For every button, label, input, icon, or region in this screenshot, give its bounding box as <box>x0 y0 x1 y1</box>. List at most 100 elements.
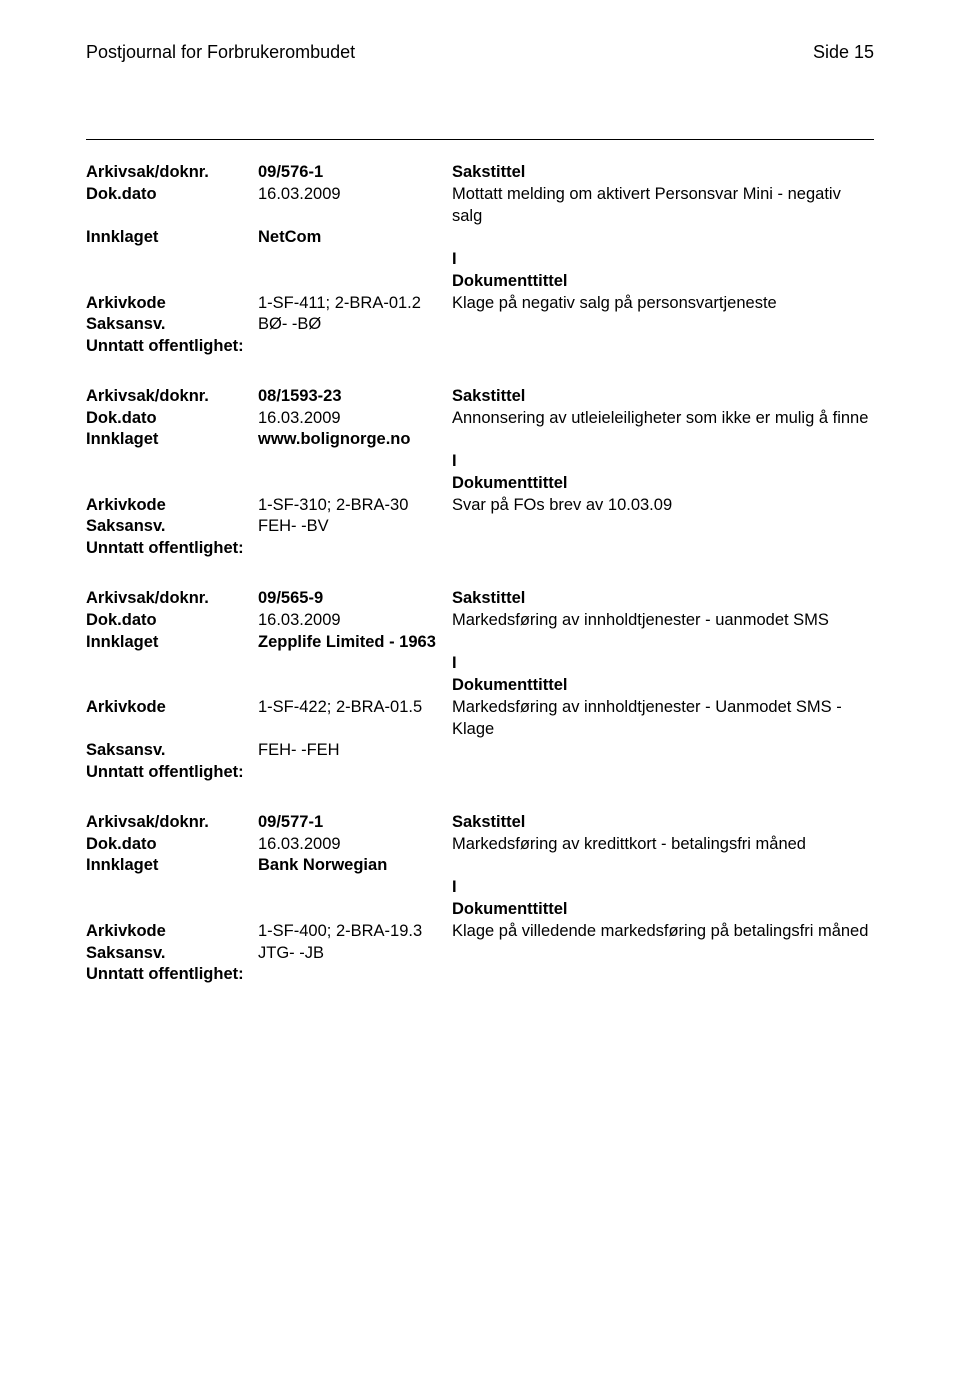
i-separator: I <box>452 249 874 271</box>
row-innklaget: Innklaget www.bolignorge.no <box>86 429 874 451</box>
label-unntatt: Unntatt offentlighet: <box>86 336 244 358</box>
value-dokumenttittel: Markedsføring av innholdtjenester - Uanm… <box>452 697 874 741</box>
i-separator: I <box>452 877 874 899</box>
row-unntatt: Unntatt offentlighet: <box>86 762 874 784</box>
records-container: Arkivsak/doknr. 09/576-1 Sakstittel Dok.… <box>86 162 874 986</box>
label-dokdato: Dok.dato <box>86 610 258 632</box>
row-innklaget: Innklaget Zepplife Limited - 1963 <box>86 632 874 654</box>
label-dokdato: Dok.dato <box>86 184 258 206</box>
row-dokdato: Dok.dato 16.03.2009 Markedsføring av inn… <box>86 610 874 632</box>
label-dokumenttittel: Dokumenttittel <box>452 271 874 293</box>
row-innklaget: Innklaget Bank Norwegian <box>86 855 874 877</box>
label-unntatt: Unntatt offentlighet: <box>86 762 244 784</box>
i-separator: I <box>452 653 874 675</box>
label-arkivsak: Arkivsak/doknr. <box>86 812 258 834</box>
label-dokumenttittel: Dokumenttittel <box>452 899 874 921</box>
row-arkivsak: Arkivsak/doknr. 09/565-9 Sakstittel <box>86 588 874 610</box>
value-saksansv: JTG- -JB <box>258 943 452 965</box>
value-dokdato: 16.03.2009 <box>258 408 452 430</box>
row-dokdato: Dok.dato 16.03.2009 Markedsføring av kre… <box>86 834 874 856</box>
value-innklaget: www.bolignorge.no <box>258 429 452 451</box>
label-arkivsak: Arkivsak/doknr. <box>86 386 258 408</box>
value-innklaget: NetCom <box>258 227 452 249</box>
row-i-sep: I <box>86 249 874 271</box>
label-innklaget: Innklaget <box>86 227 258 249</box>
label-sakstittel: Sakstittel <box>452 812 874 834</box>
value-dokumenttittel: Klage på villedende markedsføring på bet… <box>452 921 874 943</box>
value-arkivkode: 1-SF-411; 2-BRA-01.2 <box>258 293 452 315</box>
row-doktittel-label: Dokumenttittel <box>86 473 874 495</box>
label-dokumenttittel: Dokumenttittel <box>452 675 874 697</box>
value-arkivsak: 09/565-9 <box>258 588 452 610</box>
row-i-sep: I <box>86 877 874 899</box>
header-rule <box>86 139 874 140</box>
label-dokdato: Dok.dato <box>86 834 258 856</box>
value-arkivsak: 09/576-1 <box>258 162 452 184</box>
value-arkivsak: 09/577-1 <box>258 812 452 834</box>
value-innklaget: Zepplife Limited - 1963 <box>258 632 452 654</box>
value-dokdato: 16.03.2009 <box>258 834 452 856</box>
value-sakstittel: Markedsføring av innholdtjenester - uanm… <box>452 610 874 632</box>
value-saksansv: BØ- -BØ <box>258 314 452 336</box>
label-arkivkode: Arkivkode <box>86 697 258 719</box>
i-separator: I <box>452 451 874 473</box>
record: Arkivsak/doknr. 08/1593-23 Sakstittel Do… <box>86 386 874 560</box>
label-arkivkode: Arkivkode <box>86 495 258 517</box>
row-arkivsak: Arkivsak/doknr. 08/1593-23 Sakstittel <box>86 386 874 408</box>
value-sakstittel: Annonsering av utleieleiligheter som ikk… <box>452 408 874 430</box>
label-unntatt: Unntatt offentlighet: <box>86 964 244 986</box>
page-header: Postjournal for Forbrukerombudet Side 15 <box>86 42 874 63</box>
page: Postjournal for Forbrukerombudet Side 15… <box>0 0 960 1390</box>
label-dokumenttittel: Dokumenttittel <box>452 473 874 495</box>
value-arkivkode: 1-SF-422; 2-BRA-01.5 <box>258 697 452 719</box>
row-saksansv: Saksansv. JTG- -JB <box>86 943 874 965</box>
value-sakstittel: Mottatt melding om aktivert Personsvar M… <box>452 184 874 228</box>
label-saksansv: Saksansv. <box>86 740 258 762</box>
value-saksansv: FEH- -BV <box>258 516 452 538</box>
label-saksansv: Saksansv. <box>86 943 258 965</box>
label-dokdato: Dok.dato <box>86 408 258 430</box>
label-saksansv: Saksansv. <box>86 314 258 336</box>
value-arkivsak: 08/1593-23 <box>258 386 452 408</box>
label-saksansv: Saksansv. <box>86 516 258 538</box>
value-arkivkode: 1-SF-310; 2-BRA-30 <box>258 495 452 517</box>
row-doktittel-label: Dokumenttittel <box>86 271 874 293</box>
row-dokdato: Dok.dato 16.03.2009 Mottatt melding om a… <box>86 184 874 228</box>
row-arkivsak: Arkivsak/doknr. 09/576-1 Sakstittel <box>86 162 874 184</box>
row-saksansv: Saksansv. FEH- -FEH <box>86 740 874 762</box>
value-dokdato: 16.03.2009 <box>258 610 452 632</box>
label-sakstittel: Sakstittel <box>452 162 874 184</box>
value-dokumenttittel: Svar på FOs brev av 10.03.09 <box>452 495 874 517</box>
row-saksansv: Saksansv. FEH- -BV <box>86 516 874 538</box>
value-dokdato: 16.03.2009 <box>258 184 452 206</box>
row-arkivkode: Arkivkode 1-SF-422; 2-BRA-01.5 Markedsfø… <box>86 697 874 741</box>
row-arkivkode: Arkivkode 1-SF-411; 2-BRA-01.2 Klage på … <box>86 293 874 315</box>
row-unntatt: Unntatt offentlighet: <box>86 964 874 986</box>
value-innklaget: Bank Norwegian <box>258 855 452 877</box>
row-i-sep: I <box>86 451 874 473</box>
label-sakstittel: Sakstittel <box>452 588 874 610</box>
row-saksansv: Saksansv. BØ- -BØ <box>86 314 874 336</box>
value-dokumenttittel: Klage på negativ salg på personsvartjene… <box>452 293 874 315</box>
record: Arkivsak/doknr. 09/577-1 Sakstittel Dok.… <box>86 812 874 986</box>
row-arkivkode: Arkivkode 1-SF-400; 2-BRA-19.3 Klage på … <box>86 921 874 943</box>
row-arkivkode: Arkivkode 1-SF-310; 2-BRA-30 Svar på FOs… <box>86 495 874 517</box>
label-arkivsak: Arkivsak/doknr. <box>86 162 258 184</box>
label-innklaget: Innklaget <box>86 429 258 451</box>
label-unntatt: Unntatt offentlighet: <box>86 538 244 560</box>
label-innklaget: Innklaget <box>86 632 258 654</box>
value-sakstittel: Markedsføring av kredittkort - betalings… <box>452 834 874 856</box>
row-unntatt: Unntatt offentlighet: <box>86 538 874 560</box>
value-saksansv: FEH- -FEH <box>258 740 452 762</box>
row-doktittel-label: Dokumenttittel <box>86 675 874 697</box>
row-innklaget: Innklaget NetCom <box>86 227 874 249</box>
value-arkivkode: 1-SF-400; 2-BRA-19.3 <box>258 921 452 943</box>
row-arkivsak: Arkivsak/doknr. 09/577-1 Sakstittel <box>86 812 874 834</box>
label-sakstittel: Sakstittel <box>452 386 874 408</box>
row-unntatt: Unntatt offentlighet: <box>86 336 874 358</box>
page-number: Side 15 <box>813 42 874 63</box>
label-arkivkode: Arkivkode <box>86 293 258 315</box>
row-dokdato: Dok.dato 16.03.2009 Annonsering av utlei… <box>86 408 874 430</box>
row-i-sep: I <box>86 653 874 675</box>
record: Arkivsak/doknr. 09/565-9 Sakstittel Dok.… <box>86 588 874 784</box>
